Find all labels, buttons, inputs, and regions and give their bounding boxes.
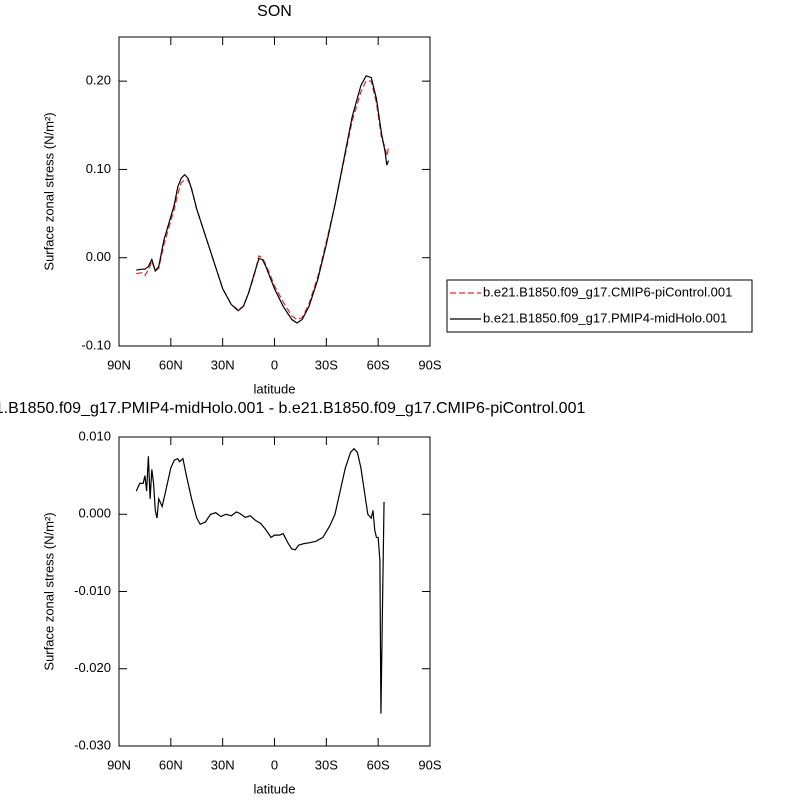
legend-box [446,279,753,333]
y-tick-label: -0.020 [74,660,111,675]
legend-label: b.e21.B1850.f09_g17.CMIP6-piControl.001 [483,284,732,299]
x-tick-label: 60N [159,357,183,372]
y-axis-label: Surface zonal stress (N/m²) [41,112,56,270]
legend-label: b.e21.B1850.f09_g17.PMIP4-midHolo.001 [483,310,727,325]
x-tick-label: 90S [418,757,441,772]
x-axis-label: latitude [254,381,296,396]
chart-title: b.e21.B1850.f09_g17.PMIP4-midHolo.001 - … [0,400,585,417]
y-axis-label: Surface zonal stress (N/m²) [41,512,56,670]
x-tick-label: 60S [367,757,390,772]
x-tick-label: 0 [271,757,278,772]
x-tick-label: 30S [315,757,338,772]
data-line [136,80,390,321]
chart-title: SON [257,3,292,20]
data-line [135,447,385,714]
x-tick-label: 60S [367,357,390,372]
x-axis-label: latitude [254,781,296,796]
y-tick-label: 0.20 [86,73,111,88]
x-tick-label: 30N [211,357,235,372]
y-tick-label: -0.030 [74,737,111,752]
x-tick-label: 0 [271,357,278,372]
x-tick-label: 90N [107,757,131,772]
y-tick-label: -0.010 [74,583,111,598]
y-tick-label: 0.010 [78,428,111,443]
y-tick-label: -0.10 [81,337,111,352]
x-tick-label: 90S [418,357,441,372]
x-tick-label: 30N [211,757,235,772]
y-tick-label: 0.10 [86,161,111,176]
x-tick-label: 90N [107,357,131,372]
x-tick-label: 30S [315,357,338,372]
y-tick-label: 0.00 [86,249,111,264]
plot-frame [118,436,431,747]
data-line [136,75,390,324]
plot-frame [118,36,431,347]
y-tick-label: 0.000 [78,506,111,521]
x-tick-label: 60N [159,757,183,772]
